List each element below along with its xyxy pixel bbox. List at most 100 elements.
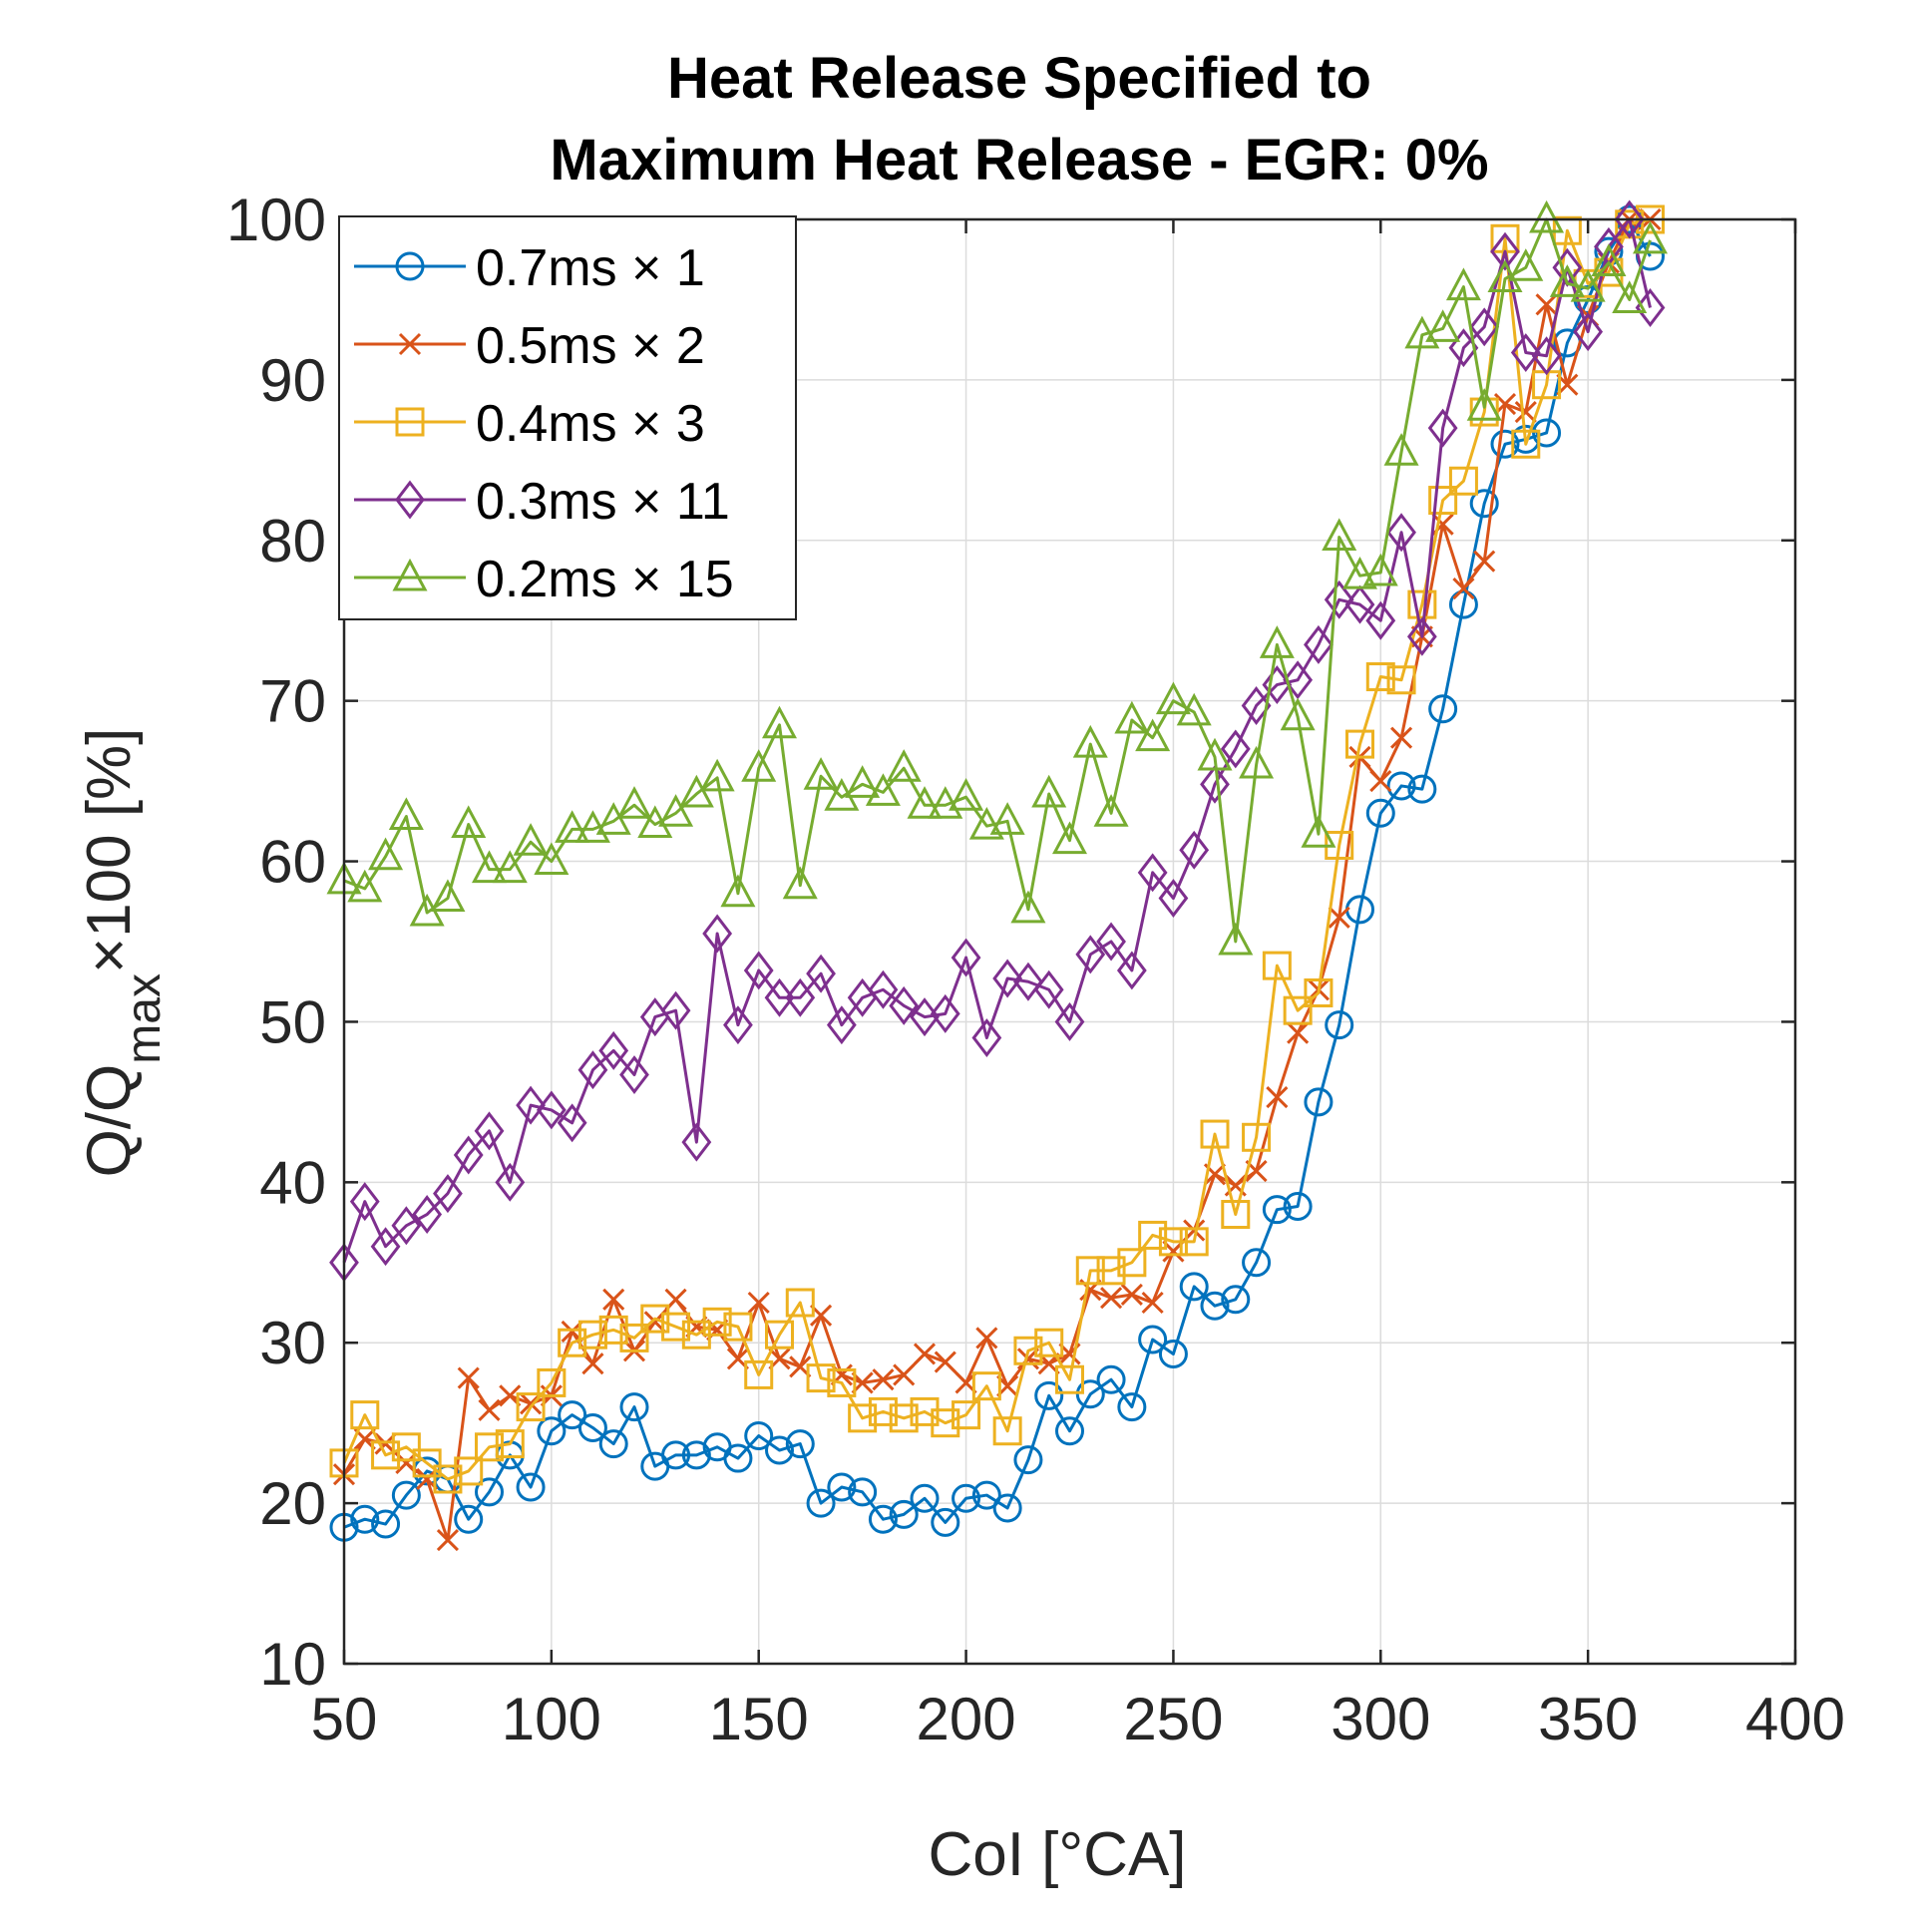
x-tick-label: 350 xyxy=(1538,1686,1638,1752)
legend-label: 0.5ms × 2 xyxy=(476,317,705,375)
legend-marker xyxy=(398,332,422,356)
data-point xyxy=(1591,243,1627,276)
data-point xyxy=(1448,589,1478,619)
y-tick-label: 50 xyxy=(259,988,326,1055)
data-point xyxy=(1138,1220,1168,1250)
data-point xyxy=(1114,700,1150,734)
data-point xyxy=(1137,853,1168,893)
y-tick-label: 40 xyxy=(259,1149,326,1216)
data-point xyxy=(1241,686,1272,725)
y-axis-label-sub: max xyxy=(118,973,171,1064)
data-point xyxy=(744,1359,774,1389)
data-point xyxy=(992,1493,1022,1523)
data-point xyxy=(1632,220,1669,254)
data-point xyxy=(516,1085,546,1125)
y-tick-label: 30 xyxy=(259,1310,326,1376)
y-tick-label: 80 xyxy=(259,508,326,575)
data-point xyxy=(1259,625,1295,658)
data-point xyxy=(492,850,528,884)
data-point xyxy=(1034,1380,1064,1410)
x-tick-label: 50 xyxy=(311,1686,378,1752)
data-point xyxy=(371,1440,401,1470)
data-point xyxy=(1614,199,1645,239)
series-line-3 xyxy=(342,217,1651,1481)
x-tick-label: 250 xyxy=(1123,1686,1223,1752)
data-point xyxy=(1341,556,1378,589)
data-point xyxy=(868,1504,898,1534)
data-point xyxy=(886,749,922,782)
data-point xyxy=(1490,231,1520,271)
data-point xyxy=(616,786,652,819)
data-point xyxy=(806,1488,836,1518)
data-point xyxy=(619,1392,649,1422)
data-point xyxy=(1549,264,1585,297)
data-point xyxy=(803,757,839,790)
data-point xyxy=(1242,1248,1272,1278)
data-point xyxy=(475,1432,504,1462)
data-point xyxy=(368,837,404,871)
axis-ticks: 50 100 150 200 250 300 350 400 10 20 30 40 50 60 70 80 9… xyxy=(226,187,1845,1752)
data-point xyxy=(827,1367,857,1397)
data-point xyxy=(743,951,774,990)
data-point xyxy=(598,1429,628,1459)
data-point xyxy=(371,1509,401,1539)
data-point xyxy=(1345,729,1374,759)
data-point xyxy=(1362,553,1398,586)
data-point xyxy=(1511,429,1541,459)
data-point xyxy=(1200,764,1230,804)
data-point xyxy=(537,1367,567,1397)
data-point xyxy=(761,705,798,739)
data-point xyxy=(495,1162,526,1202)
x-tick-label: 150 xyxy=(709,1686,809,1752)
data-point xyxy=(1514,401,1537,424)
data-point xyxy=(1425,309,1461,342)
data-point xyxy=(785,1429,815,1459)
y-axis-label-suffix: ×100 [%] xyxy=(75,728,144,973)
data-point xyxy=(537,1416,567,1446)
data-point xyxy=(1570,269,1606,302)
data-point xyxy=(913,1343,937,1365)
data-point xyxy=(747,1291,770,1315)
legend-marker xyxy=(392,558,428,591)
legend-label: 0.2ms × 15 xyxy=(476,551,734,608)
data-point xyxy=(952,1400,981,1430)
data-point xyxy=(1075,935,1106,974)
data-point xyxy=(350,1504,380,1534)
data-point xyxy=(1075,1256,1105,1286)
data-point xyxy=(1324,580,1354,619)
data-point xyxy=(952,1483,981,1513)
data-point xyxy=(1490,429,1520,459)
data-point xyxy=(1093,794,1129,827)
data-point xyxy=(577,1050,608,1090)
data-point xyxy=(1283,660,1314,700)
data-point xyxy=(658,794,694,827)
data-point xyxy=(1383,433,1419,466)
data-point xyxy=(640,1304,670,1334)
data-point xyxy=(1531,336,1562,376)
data-point xyxy=(1158,1339,1188,1368)
data-point xyxy=(1013,1445,1043,1475)
data-point xyxy=(388,797,424,831)
data-point xyxy=(1466,388,1502,421)
data-point xyxy=(1386,665,1416,695)
data-point xyxy=(1096,1256,1126,1286)
data-point xyxy=(992,959,1023,998)
data-point xyxy=(454,1456,484,1486)
data-point xyxy=(1386,513,1416,553)
data-point xyxy=(848,1403,878,1433)
data-point xyxy=(558,1400,587,1430)
legend-entry-2: 0.5ms × 2 xyxy=(354,317,705,375)
data-point xyxy=(1117,1392,1147,1422)
data-point xyxy=(454,1504,484,1534)
data-point xyxy=(1138,1325,1168,1354)
data-point xyxy=(1469,307,1500,347)
data-point xyxy=(1200,1291,1230,1321)
data-point xyxy=(1135,718,1171,752)
data-point xyxy=(1365,798,1395,828)
data-point xyxy=(1117,1248,1147,1278)
data-point xyxy=(1176,692,1212,726)
data-point xyxy=(1328,906,1350,929)
legend-entry-5: 0.2ms × 15 xyxy=(354,551,734,608)
data-point xyxy=(1051,821,1088,855)
data-point xyxy=(412,1195,443,1234)
